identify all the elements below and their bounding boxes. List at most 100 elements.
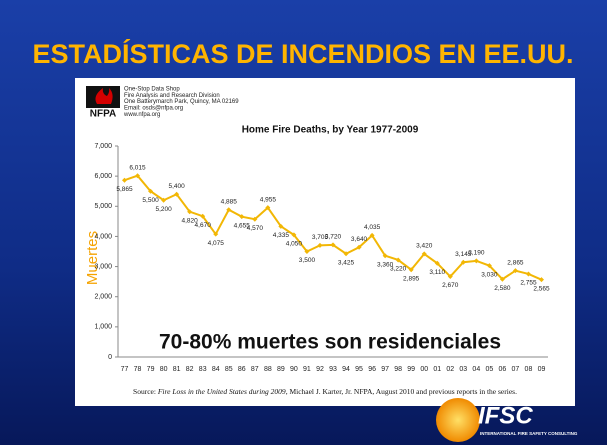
x-tick-label: 08: [525, 366, 533, 373]
x-tick-label: 95: [355, 366, 363, 373]
data-label: 4,570: [247, 225, 264, 232]
x-tick-label: 88: [264, 366, 272, 373]
data-point: [486, 263, 492, 269]
data-point: [408, 267, 414, 273]
x-tick-label: 84: [212, 366, 220, 373]
x-tick-label: 82: [186, 366, 194, 373]
data-point: [525, 271, 531, 277]
data-label: 3,190: [468, 250, 485, 257]
data-label: 2,895: [403, 275, 420, 282]
data-point: [252, 216, 258, 222]
x-tick-label: 02: [446, 366, 454, 373]
nfpa-line: One-Stop Data Shop: [124, 87, 180, 93]
source-text: Source: Fire Loss in the United States d…: [133, 387, 517, 396]
data-label: 4,075: [208, 240, 225, 247]
data-point: [343, 251, 349, 257]
data-label: 3,110: [429, 269, 445, 276]
data-point: [460, 259, 466, 265]
y-tick-label: 2,000: [94, 294, 112, 301]
data-point: [187, 209, 193, 215]
data-label: 2,580: [494, 285, 511, 292]
x-tick-label: 06: [498, 366, 506, 373]
x-tick-label: 94: [342, 366, 350, 373]
x-tick-label: 80: [160, 366, 168, 373]
x-tick-label: 87: [251, 366, 259, 373]
x-tick-label: 00: [420, 366, 428, 373]
data-label: 2,670: [442, 282, 459, 289]
data-point: [161, 197, 167, 203]
x-tick-label: 91: [303, 366, 311, 373]
x-tick-label: 79: [147, 366, 155, 373]
nfpa-logo-text: NFPA: [90, 109, 116, 120]
nfpa-flame: [95, 88, 113, 104]
ifsc-logo: IFSC: [478, 402, 533, 429]
source-title: Fire Loss in the United States during 20…: [157, 387, 286, 396]
data-point: [265, 205, 271, 211]
data-label: 3,360: [377, 261, 394, 268]
data-label: 5,400: [168, 183, 185, 190]
data-label: 4,885: [221, 198, 238, 205]
data-label: 5,200: [155, 206, 172, 213]
data-point: [239, 214, 245, 220]
data-label: 3,720: [325, 234, 342, 241]
data-point: [304, 249, 310, 254]
data-label: 4,335: [273, 232, 290, 239]
x-tick-label: 03: [459, 366, 467, 373]
x-tick-label: 90: [290, 366, 298, 373]
data-label: 2,755: [520, 280, 537, 287]
data-point: [538, 277, 544, 283]
data-label: 2,865: [507, 259, 524, 266]
data-label: 4,670: [195, 222, 212, 229]
data-point: [356, 244, 362, 250]
data-label: 3,705: [312, 234, 329, 241]
data-label: 3,420: [416, 243, 433, 250]
data-label: 4,035: [364, 224, 381, 231]
ifsc-tagline: INTERNATIONAL FIRE SAFETY CONSULTING: [480, 431, 578, 436]
ifsc-emblem: [436, 398, 480, 442]
data-point: [135, 173, 141, 179]
data-point: [421, 251, 427, 257]
data-label: 3,640: [351, 236, 368, 243]
data-label: 4,655: [234, 222, 251, 229]
data-point: [382, 253, 388, 259]
y-tick-label: 4,000: [94, 233, 112, 240]
y-axis-label: Muertes: [84, 231, 101, 285]
data-label: 3,220: [390, 266, 407, 273]
data-point: [434, 260, 440, 266]
y-tick-label: 7,000: [94, 143, 112, 150]
data-point: [473, 258, 479, 264]
data-point: [291, 232, 297, 238]
nfpa-line: One Batterymarch Park, Quincy, MA 02169: [124, 99, 239, 105]
data-label: 4,955: [260, 196, 277, 203]
y-tick-label: 0: [108, 354, 112, 361]
data-point: [395, 257, 401, 263]
data-point: [122, 177, 128, 183]
y-tick-label: 5,000: [94, 203, 112, 210]
data-label: 2,565: [533, 285, 550, 292]
x-tick-label: 05: [485, 366, 493, 373]
data-label: 5,865: [116, 186, 133, 193]
data-label: 4,820: [182, 217, 199, 224]
x-tick-label: 98: [394, 366, 402, 373]
data-point: [174, 191, 180, 197]
data-point: [278, 223, 284, 229]
data-point: [317, 242, 323, 248]
x-tick-label: 09: [538, 366, 546, 373]
chart-title: Home Fire Deaths, by Year 1977-2009: [242, 125, 419, 136]
x-tick-label: 81: [173, 366, 181, 373]
data-point: [148, 188, 154, 194]
data-label: 3,425: [338, 259, 355, 266]
x-tick-label: 85: [225, 366, 233, 373]
x-tick-label: 92: [316, 366, 324, 373]
data-label: 4,050: [286, 241, 303, 248]
x-tick-label: 96: [368, 366, 376, 373]
source-suffix: , Michael J. Karter, Jr. NFPA, August 20…: [286, 387, 517, 396]
x-tick-label: 77: [121, 366, 129, 373]
x-tick-label: 86: [238, 366, 246, 373]
source-prefix: Source:: [133, 387, 158, 396]
data-point: [330, 242, 336, 248]
overlay-text: 70-80% muertes son residenciales: [159, 331, 501, 354]
x-tick-label: 78: [134, 366, 142, 373]
